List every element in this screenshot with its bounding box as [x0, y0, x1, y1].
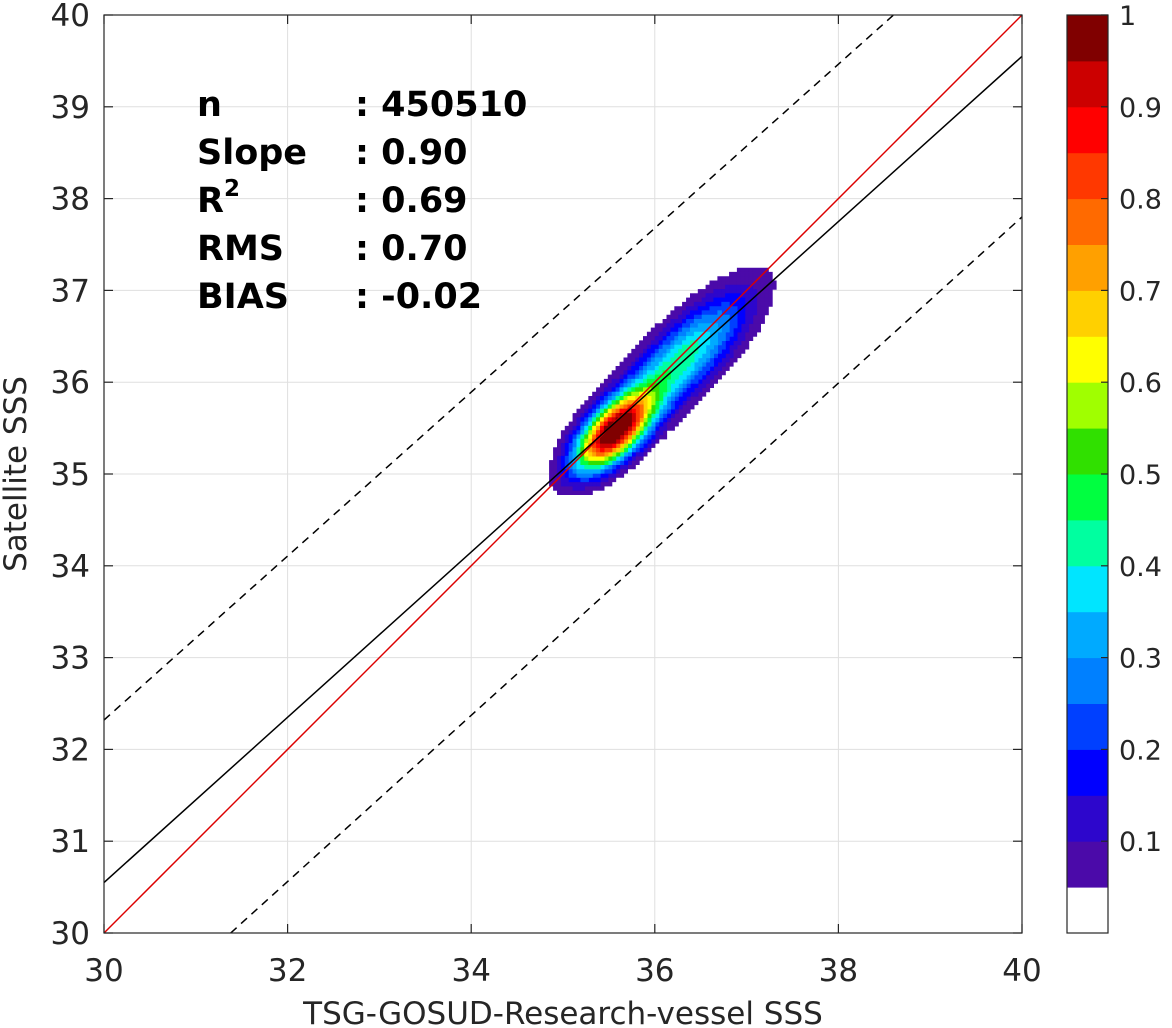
y-tick-label: 30 [51, 916, 90, 952]
x-tick-label: 40 [1002, 953, 1041, 989]
colorbar-segment [1067, 428, 1108, 475]
stat-value: : -0.02 [355, 277, 482, 317]
colorbar-segment [1067, 198, 1108, 245]
density-contours [549, 267, 777, 495]
colorbar-segment [1067, 15, 1108, 62]
x-axis-label: TSG-GOSUD-Research-vessel SSS [302, 996, 823, 1028]
stat-superscript: 2 [224, 176, 240, 202]
colorbar-tick-label: 0.3 [1119, 644, 1162, 675]
y-tick-label: 34 [51, 549, 90, 585]
y-tick-label: 31 [51, 824, 90, 860]
x-tick-label: 38 [819, 953, 858, 989]
y-tick-label: 40 [51, 0, 90, 34]
colorbar-segment [1067, 290, 1108, 337]
grid [104, 15, 1022, 933]
colorbar-segment [1067, 795, 1108, 842]
x-tick-label: 30 [84, 953, 123, 989]
colorbar-segment [1067, 336, 1108, 383]
colorbar-segment [1067, 565, 1108, 613]
colorbar: 0.1 0.2 0.3 0.4 0.5 0.6 0.7 0.8 0.9 1 [1066, 1, 1162, 934]
colorbar-tick-label: 0.6 [1119, 368, 1162, 399]
y-tick-label: 32 [51, 732, 90, 768]
colorbar-tick-label: 0.5 [1119, 460, 1162, 491]
colorbar-tick-label: 0.7 [1119, 276, 1162, 307]
colorbar-tick-label: 0.2 [1119, 735, 1162, 766]
upper-bound-line [104, 15, 894, 721]
colorbar-tick-label: 1 [1119, 1, 1136, 32]
stat-value: : 0.70 [355, 229, 468, 269]
x-tick-label: 34 [451, 953, 490, 989]
axis-ticks [103, 14, 1023, 934]
colorbar-segment [1067, 841, 1108, 888]
colorbar-segment [1067, 657, 1108, 704]
y-axis-label: Satellite SSS [0, 376, 34, 572]
y-tick-label: 38 [51, 182, 90, 218]
colorbar-segment [1067, 749, 1108, 796]
colorbar-segment [1067, 703, 1108, 750]
y-tick-labels: 30 31 32 33 34 35 36 37 38 39 40 [51, 0, 90, 952]
colorbar-segment [1067, 887, 1108, 934]
regression-line [104, 55, 1022, 884]
lower-bound-line [230, 216, 1022, 933]
density-level-19 [600, 413, 632, 444]
one-to-one-line [104, 15, 1022, 933]
y-tick-label: 33 [51, 641, 90, 677]
stat-value: : 0.90 [355, 133, 468, 173]
x-tick-label: 32 [268, 953, 307, 989]
x-tick-labels: 30 32 34 36 38 40 [84, 953, 1041, 989]
colorbar-segment [1067, 106, 1108, 154]
stat-label: RMS [197, 229, 284, 269]
stat-label: Slope [197, 133, 307, 173]
colorbar-tick-label: 0.1 [1119, 827, 1162, 858]
stat-label: n [197, 85, 222, 125]
colorbar-segment [1067, 382, 1108, 429]
colorbar-segment [1067, 244, 1108, 291]
colorbar-segment [1067, 611, 1108, 659]
stat-label: BIAS [197, 277, 289, 317]
stat-value: : 0.69 [355, 181, 468, 221]
colorbar-segment [1067, 60, 1108, 108]
reference-lines [104, 15, 1022, 933]
colorbar-tick-label: 0.8 [1119, 185, 1162, 216]
y-tick-label: 35 [51, 457, 90, 493]
colorbar-segment [1067, 474, 1108, 521]
colorbar-segment [1067, 519, 1108, 567]
colorbar-segment [1067, 152, 1108, 200]
colorbar-tick-label: 0.9 [1119, 93, 1162, 124]
stat-value: : 450510 [355, 85, 527, 125]
y-tick-label: 36 [51, 365, 90, 401]
y-tick-label: 39 [51, 90, 90, 126]
x-tick-label: 36 [635, 953, 674, 989]
colorbar-tick-label: 0.4 [1119, 552, 1162, 583]
y-tick-label: 37 [51, 273, 90, 309]
